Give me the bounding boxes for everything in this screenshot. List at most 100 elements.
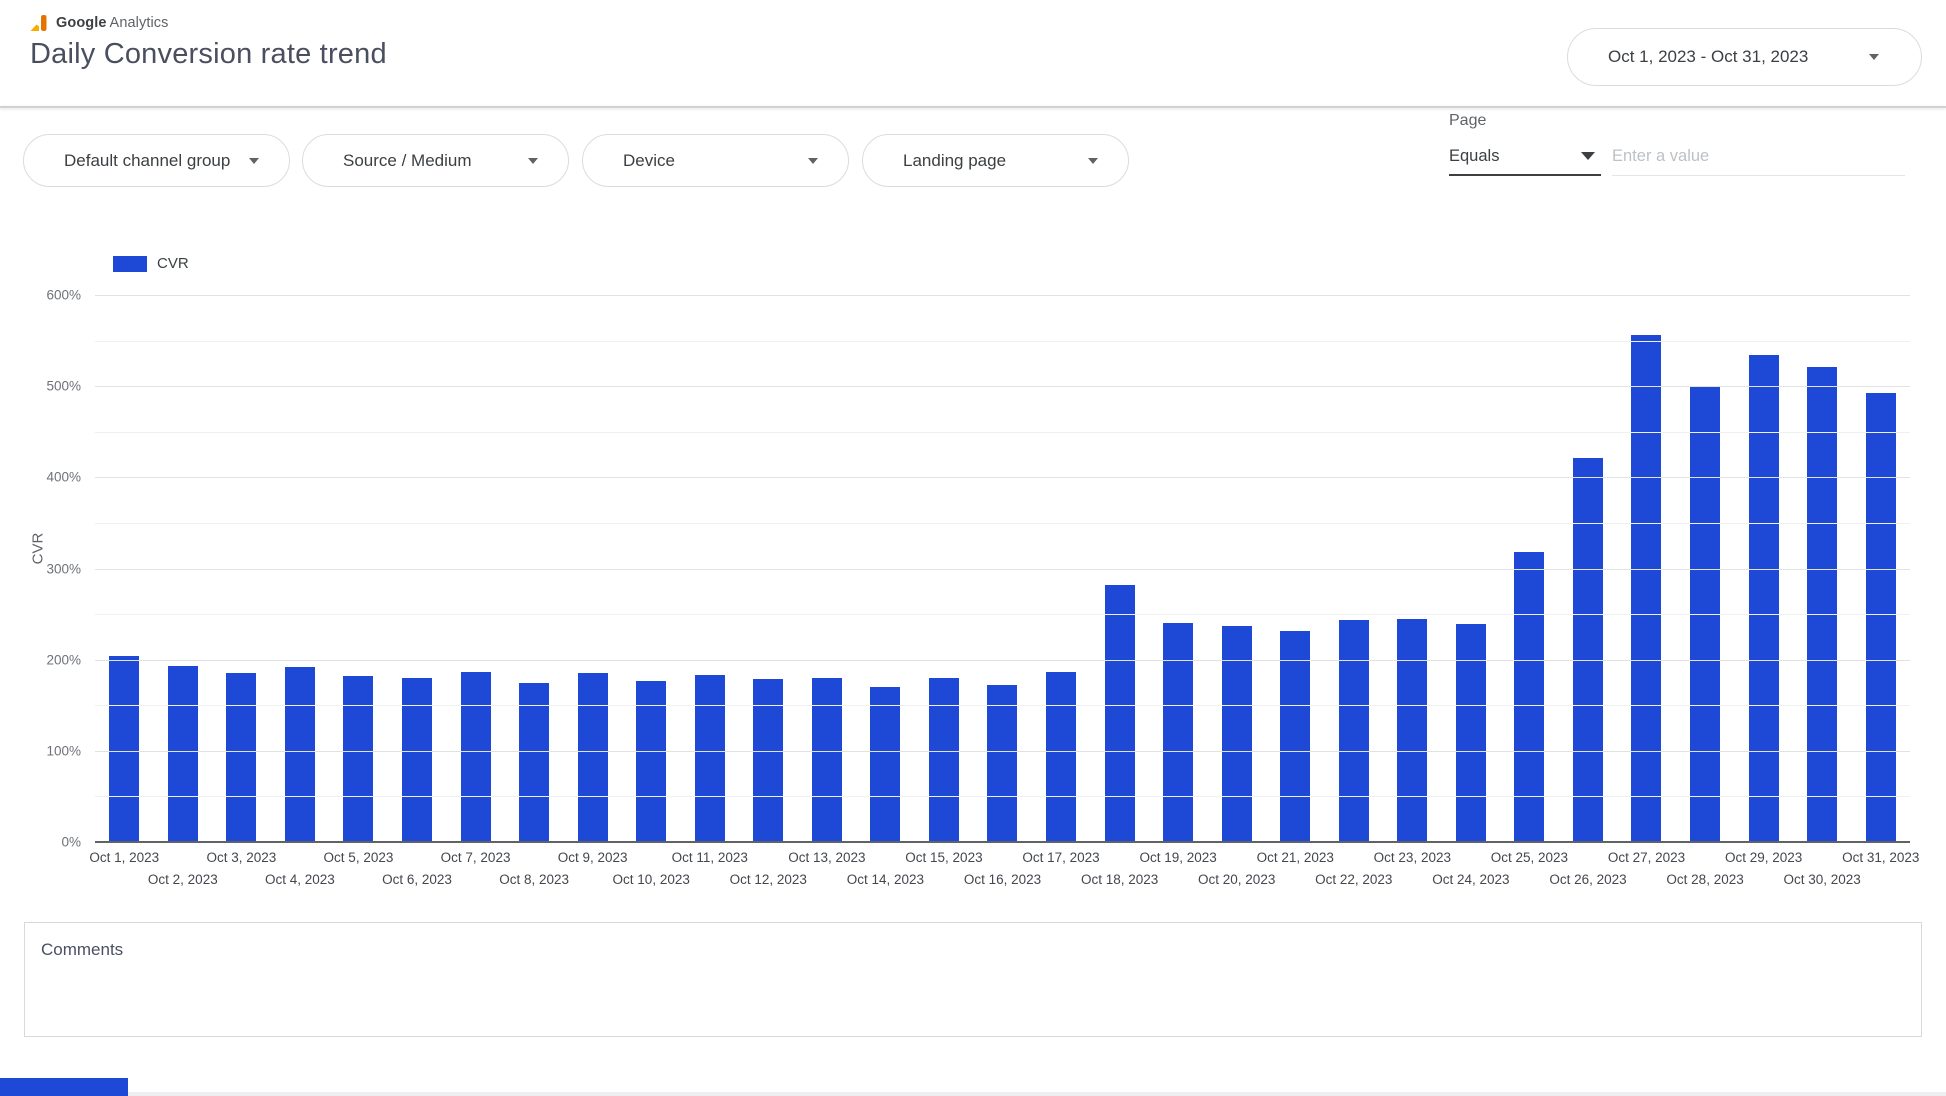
chart-bar[interactable]	[402, 678, 432, 842]
chart-legend: CVR	[113, 255, 189, 272]
chart-bar[interactable]	[285, 667, 315, 842]
chart-bar[interactable]	[812, 678, 842, 842]
header-divider	[0, 106, 1946, 108]
x-axis-tick-label: Oct 28, 2023	[1666, 872, 1743, 887]
bar-slot	[1734, 355, 1793, 842]
x-axis-tick-label: Oct 25, 2023	[1491, 850, 1568, 865]
legend-label: CVR	[157, 255, 189, 272]
chart-bar[interactable]	[1397, 619, 1427, 842]
chart-bar[interactable]	[1807, 367, 1837, 842]
gridline	[95, 295, 1910, 296]
chart-bar[interactable]	[695, 675, 725, 842]
x-axis-tick-label: Oct 8, 2023	[499, 872, 569, 887]
page-filter-value-input[interactable]	[1612, 138, 1905, 176]
x-axis-tick-label: Oct 29, 2023	[1725, 850, 1802, 865]
x-axis-tick-label: Oct 5, 2023	[324, 850, 394, 865]
y-axis-title: CVR	[29, 533, 46, 565]
gridline	[95, 569, 1910, 570]
x-axis-tick-label: Oct 3, 2023	[206, 850, 276, 865]
y-axis-tick-label: 200%	[17, 652, 81, 667]
x-axis-tick-label: Oct 19, 2023	[1139, 850, 1216, 865]
bar-slot	[1090, 585, 1149, 842]
chart-bar[interactable]	[987, 685, 1017, 842]
plot-area: Oct 1, 2023Oct 2, 2023Oct 3, 2023Oct 4, …	[95, 295, 1910, 842]
x-axis-tick-label: Oct 22, 2023	[1315, 872, 1392, 887]
chart-bar[interactable]	[1514, 552, 1544, 842]
chart-bar[interactable]	[578, 673, 608, 842]
chart-bar[interactable]	[343, 676, 373, 842]
date-range-selector[interactable]: Oct 1, 2023 - Oct 31, 2023	[1567, 28, 1922, 86]
chart-bar[interactable]	[1222, 626, 1252, 842]
bar-slot	[1442, 624, 1501, 842]
bar-slot	[1032, 672, 1091, 842]
gridline	[95, 796, 1910, 797]
chart-bar[interactable]	[1163, 623, 1193, 842]
page-filter-operator-select[interactable]: Equals	[1449, 138, 1601, 176]
bar-slot	[680, 675, 739, 842]
progress-accent-bar	[0, 1078, 128, 1096]
bar-slot	[271, 667, 330, 842]
x-axis-tick-label: Oct 24, 2023	[1432, 872, 1509, 887]
bar-slot	[1851, 393, 1910, 842]
page-filter-operator-value: Equals	[1449, 147, 1499, 166]
chart-bar[interactable]	[226, 673, 256, 842]
x-axis-tick-label: Oct 31, 2023	[1842, 850, 1919, 865]
gridline	[95, 523, 1910, 524]
bar-slot	[915, 678, 974, 842]
filter-landing-page[interactable]: Landing page	[862, 134, 1129, 187]
filter-source-medium[interactable]: Source / Medium	[302, 134, 569, 187]
bar-slot	[1324, 620, 1383, 842]
filter-label: Landing page	[903, 151, 1006, 171]
chart-bar[interactable]	[1105, 585, 1135, 842]
chart-bar[interactable]	[753, 679, 783, 842]
x-axis-tick-label: Oct 18, 2023	[1081, 872, 1158, 887]
chart-bar[interactable]	[1339, 620, 1369, 842]
gridline	[95, 477, 1910, 478]
logo-text: GoogleAnalytics	[56, 15, 168, 31]
chart-bar[interactable]	[519, 683, 549, 842]
legend-swatch	[113, 256, 147, 272]
bar-slot	[95, 656, 154, 842]
chart-bar[interactable]	[1631, 335, 1661, 842]
chart-bar[interactable]	[870, 687, 900, 842]
bar-slot	[973, 685, 1032, 842]
bar-slot	[856, 687, 915, 842]
bar-slot	[212, 673, 271, 842]
bar-slot	[1793, 367, 1852, 842]
filter-label: Default channel group	[64, 151, 230, 171]
x-axis-tick-label: Oct 10, 2023	[613, 872, 690, 887]
chart-bar[interactable]	[1866, 393, 1896, 842]
bar-slot	[563, 673, 622, 842]
page-title: Daily Conversion rate trend	[30, 38, 387, 71]
logo-product: Analytics	[110, 15, 169, 31]
bar-slot	[1207, 626, 1266, 842]
gridline	[95, 705, 1910, 706]
chart-bar[interactable]	[929, 678, 959, 842]
date-range-label: Oct 1, 2023 - Oct 31, 2023	[1608, 47, 1808, 67]
x-axis-tick-label: Oct 14, 2023	[847, 872, 924, 887]
x-axis-tick-label: Oct 6, 2023	[382, 872, 452, 887]
chart-bar[interactable]	[1456, 624, 1486, 842]
filter-default-channel-group[interactable]: Default channel group	[23, 134, 290, 187]
x-axis-tick-label: Oct 13, 2023	[788, 850, 865, 865]
x-axis-tick-label: Oct 17, 2023	[1022, 850, 1099, 865]
dropdown-caret-icon	[808, 158, 818, 164]
chart-bar[interactable]	[1573, 458, 1603, 842]
filter-device[interactable]: Device	[582, 134, 849, 187]
chart-bar[interactable]	[1749, 355, 1779, 842]
x-axis-tick-label: Oct 1, 2023	[89, 850, 159, 865]
gridline	[95, 432, 1910, 433]
comments-box[interactable]: Comments	[24, 922, 1922, 1037]
chart-bar[interactable]	[168, 666, 198, 842]
chart-bar[interactable]	[1280, 631, 1310, 843]
chart-bar[interactable]	[109, 656, 139, 842]
gridline	[95, 614, 1910, 615]
dropdown-caret-icon	[1088, 158, 1098, 164]
x-axis-tick-label: Oct 12, 2023	[730, 872, 807, 887]
y-axis-tick-label: 300%	[17, 561, 81, 576]
chart-bar[interactable]	[461, 672, 491, 842]
chart-bar[interactable]	[1046, 672, 1076, 842]
x-axis-tick-label: Oct 2, 2023	[148, 872, 218, 887]
report-page: GoogleAnalytics Daily Conversion rate tr…	[0, 0, 1946, 1096]
y-axis-tick-label: 0%	[17, 835, 81, 850]
